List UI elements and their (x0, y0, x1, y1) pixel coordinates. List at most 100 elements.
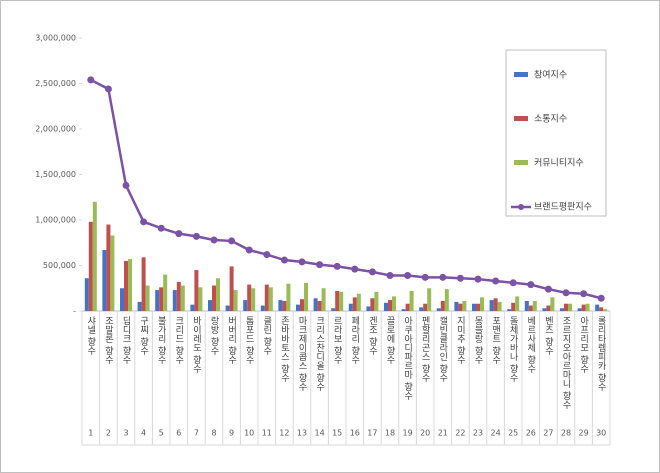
rank-label: 14 (315, 429, 325, 438)
rank-label: 30 (596, 429, 606, 438)
bar (212, 285, 216, 311)
legend-label: 브랜드평판지수 (534, 202, 592, 213)
bar (304, 282, 308, 311)
legend-swatch (514, 116, 528, 121)
bar (335, 290, 340, 311)
bar (356, 293, 361, 311)
legend-box (505, 49, 607, 217)
x-tick-label: 페라리 향수 (349, 316, 359, 365)
bar (106, 224, 111, 311)
bar (564, 303, 568, 311)
bar (476, 303, 480, 311)
rank-label: 23 (473, 429, 483, 438)
bar (155, 290, 160, 311)
bar (388, 300, 392, 311)
rank-label: 13 (297, 429, 307, 438)
bar (577, 308, 582, 311)
bar (440, 300, 445, 311)
bar (172, 290, 177, 311)
bar (603, 309, 608, 311)
bar (511, 302, 516, 311)
y-tick-label: 3,000,000 (35, 34, 76, 43)
bar (208, 300, 212, 311)
bar (458, 303, 463, 311)
bar (462, 300, 467, 311)
x-tick-label: 끌로에 향수 (385, 316, 395, 365)
bar (409, 290, 414, 311)
bar (92, 201, 97, 311)
x-tick-label: 베르사체 향수 (525, 316, 535, 374)
line-marker (175, 230, 183, 238)
line-marker (228, 237, 236, 245)
x-tick-label: 랑방 향수 (209, 315, 219, 356)
rank-label: 28 (561, 429, 571, 438)
legend-label: 커뮤니티지수 (534, 158, 584, 169)
line-marker (439, 273, 447, 281)
bar (84, 278, 89, 311)
x-tick-label: 불가리 향수 (156, 316, 166, 365)
bar (339, 291, 344, 311)
x-tick-label: 몽블랑 향수 (473, 316, 483, 365)
line-marker (316, 261, 324, 269)
bar (278, 300, 283, 311)
x-tick-label: 클린 향수 (261, 316, 271, 356)
bar (560, 308, 564, 311)
line-marker (192, 232, 200, 240)
bar (313, 298, 318, 311)
x-tick-label: 존바바토스 향수 (279, 316, 289, 383)
rank-label: 26 (526, 429, 536, 438)
y-tick-label: 2,500,000 (35, 79, 76, 88)
x-tick-label: 아프리모 향수 (578, 316, 588, 374)
bar (321, 288, 326, 311)
bar (436, 308, 441, 311)
bar (296, 304, 300, 311)
bar (472, 303, 476, 311)
bar (405, 303, 410, 311)
rank-label: 29 (579, 429, 589, 438)
x-tick-label: 마크제이콥스 향수 (297, 316, 307, 392)
bar (120, 288, 124, 311)
bar (568, 303, 572, 311)
bar (286, 283, 291, 311)
line-marker (456, 274, 464, 282)
bar (110, 235, 115, 311)
line-marker (333, 262, 341, 270)
bar (282, 300, 287, 311)
bar (497, 301, 502, 311)
bar (370, 298, 375, 311)
bar (176, 281, 181, 311)
rank-label: 6 (176, 429, 181, 438)
bar (423, 303, 428, 311)
bar (331, 308, 336, 311)
bar (300, 299, 304, 311)
line-marker (404, 272, 412, 280)
bar (384, 302, 388, 311)
legend-swatch (514, 160, 528, 165)
rank-label: 18 (385, 429, 395, 438)
line-marker (157, 224, 165, 232)
rank-label: 7 (194, 429, 199, 438)
bar (141, 257, 146, 311)
rank-label: 17 (367, 429, 377, 438)
bar (137, 301, 142, 311)
rank-label: 19 (403, 429, 413, 438)
x-tick-label: 버버리 향수 (226, 316, 236, 365)
rank-label: 4 (141, 429, 146, 438)
bar (489, 300, 494, 311)
bar (260, 305, 265, 311)
line-marker (527, 281, 535, 289)
bar (532, 300, 537, 311)
y-tick-label: 500,000 (43, 261, 76, 270)
x-tick-label: 캘빈클라인 향수 (437, 315, 447, 383)
y-tick-label: 1,000,000 (35, 216, 76, 225)
bar (251, 288, 256, 311)
bar (233, 290, 238, 311)
x-tick-label: 르라보 향수 (332, 316, 342, 365)
line-marker (580, 290, 588, 298)
line-marker (104, 85, 112, 93)
line-marker (368, 268, 376, 276)
bar (88, 221, 93, 311)
line-marker (122, 181, 130, 189)
rank-label: 5 (159, 429, 164, 438)
bar (550, 297, 555, 311)
